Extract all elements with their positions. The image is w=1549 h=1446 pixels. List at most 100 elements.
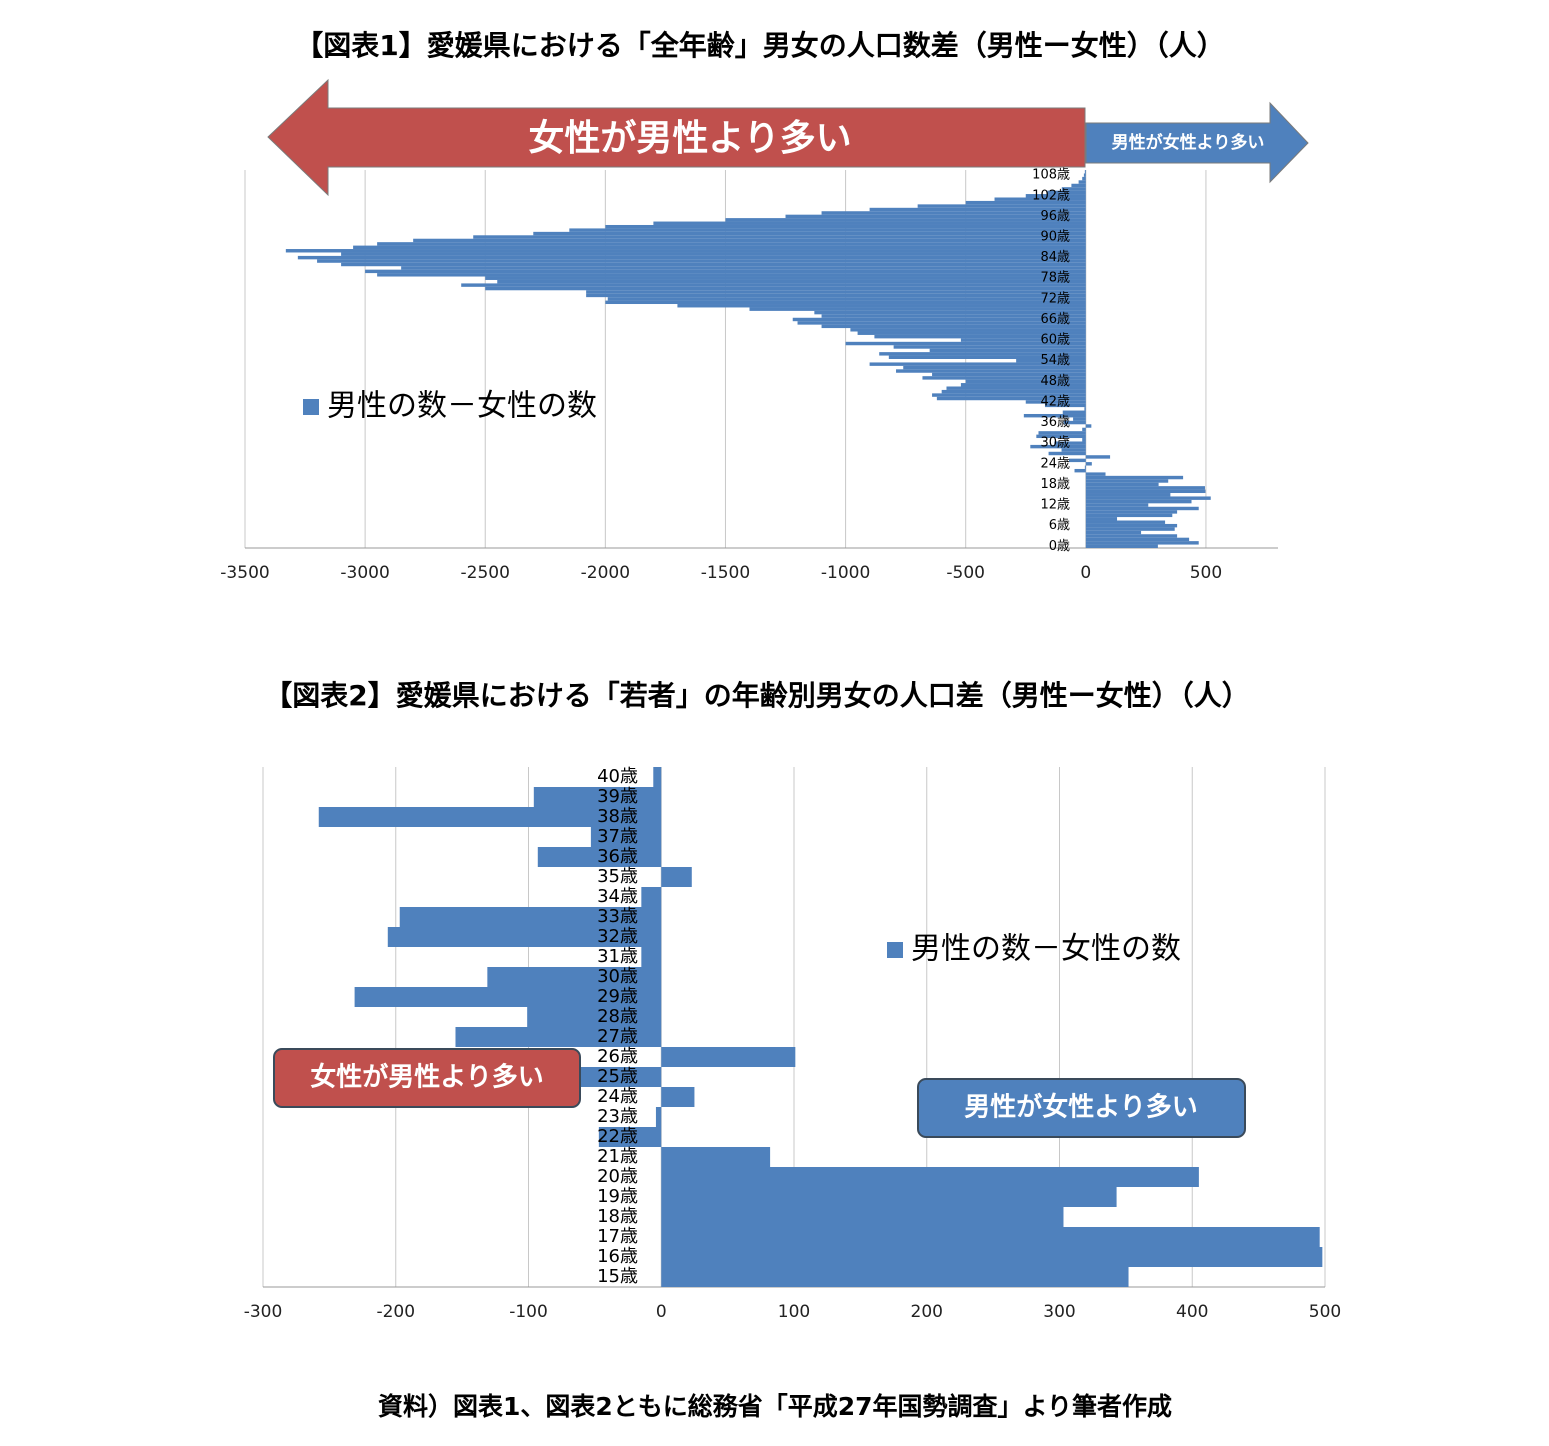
bar — [318, 807, 662, 827]
y-tick-label: 48歳 — [1040, 374, 1070, 389]
chart: 【図表1】愛媛県における「全年齢」男女の人口数差（男性ー女性）（人） -3500 -… — [220, 29, 1309, 583]
bar — [936, 396, 1086, 401]
y-tick-label: 28歳 — [597, 1006, 638, 1027]
bar — [929, 348, 1086, 353]
y-tick-label: 34歳 — [597, 886, 638, 907]
y-tick-label: 96歳 — [1040, 209, 1070, 224]
x-tick-label: 500 — [1309, 1302, 1341, 1322]
legend-swatch — [303, 399, 319, 415]
y-tick-label: 37歳 — [597, 826, 638, 847]
bar — [1078, 180, 1086, 184]
y-tick-label: 29歳 — [597, 986, 638, 1007]
y-tick-label: 16歳 — [597, 1246, 638, 1267]
bar — [461, 283, 1086, 287]
bar — [1084, 407, 1086, 411]
bar — [1085, 499, 1192, 504]
bar — [917, 204, 1086, 208]
bar — [1071, 183, 1086, 188]
x-tick-label: -3000 — [340, 563, 389, 583]
bar — [1085, 510, 1178, 514]
bar — [1063, 420, 1086, 425]
y-tick-label: 20歳 — [597, 1166, 638, 1187]
bar — [1044, 403, 1086, 408]
bar — [568, 1067, 662, 1087]
bar — [821, 314, 1086, 318]
bar — [1085, 544, 1158, 548]
y-tick-label: 54歳 — [1040, 353, 1070, 368]
x-tick-label: -2500 — [461, 563, 510, 583]
bar — [653, 767, 662, 787]
x-tick-label: -1000 — [821, 563, 870, 583]
bar — [749, 307, 1086, 311]
y-tick-label: 12歳 — [1040, 498, 1070, 513]
bar — [653, 221, 1086, 225]
y-tick-label: 90歳 — [1040, 230, 1070, 245]
bar — [641, 947, 662, 967]
bar — [1082, 438, 1086, 442]
bar — [1085, 523, 1178, 528]
bar — [1085, 534, 1178, 538]
bar — [960, 383, 1086, 387]
y-tick-label: 31歳 — [597, 946, 638, 967]
bar — [1085, 455, 1111, 459]
bar — [1084, 465, 1086, 469]
bar — [845, 341, 1086, 346]
annotation-arrow — [267, 78, 1086, 197]
bar — [655, 1107, 662, 1127]
bar — [1036, 434, 1086, 439]
bar — [487, 967, 662, 987]
bar — [661, 1167, 1199, 1187]
bar — [677, 304, 1086, 308]
bar — [1085, 513, 1173, 518]
annotation-box — [273, 1048, 581, 1108]
chart-title: 【図表2】愛媛県における「若者」の年齢別男女の人口差（男性ー女性）（人） — [264, 679, 1250, 712]
bar — [607, 297, 1086, 301]
bar — [377, 242, 1086, 246]
bar — [903, 365, 1086, 370]
bar — [354, 987, 662, 1007]
bar — [590, 827, 662, 847]
y-tick-label: 30歳 — [1040, 436, 1070, 451]
bar — [1084, 170, 1086, 174]
y-tick-label: 27歳 — [597, 1026, 638, 1047]
bar — [1085, 489, 1206, 494]
y-tick-label: 102歳 — [1032, 188, 1070, 203]
bar — [725, 218, 1086, 222]
bar — [821, 324, 1086, 329]
bar — [1054, 441, 1086, 445]
bar — [455, 1027, 662, 1047]
bar — [888, 355, 1086, 359]
bar — [1085, 486, 1205, 490]
bar — [1085, 496, 1211, 500]
y-tick-label: 23歳 — [597, 1106, 638, 1127]
y-tick-label: 84歳 — [1040, 250, 1070, 265]
bar — [317, 259, 1086, 263]
bar — [792, 317, 1086, 322]
y-tick-label: 26歳 — [597, 1046, 638, 1067]
y-tick-label: 36歳 — [1040, 415, 1070, 430]
bar — [814, 310, 1086, 315]
y-tick-label: 38歳 — [597, 806, 638, 827]
y-tick-label: 19歳 — [597, 1186, 638, 1207]
bar — [1023, 413, 1086, 418]
bar — [893, 345, 1086, 349]
x-tick-label: 200 — [911, 1302, 943, 1322]
x-tick-label: -2000 — [581, 563, 630, 583]
bar — [641, 887, 662, 907]
bar — [1068, 458, 1086, 463]
bar — [473, 235, 1086, 239]
annotation-text: 男性が女性より多い — [1112, 132, 1265, 153]
y-tick-label: 40歳 — [597, 766, 638, 787]
bar — [387, 927, 662, 947]
y-tick-label: 108歳 — [1032, 168, 1070, 183]
bar — [598, 1127, 662, 1147]
y-tick-label: 35歳 — [597, 866, 638, 887]
y-tick-label: 15歳 — [597, 1266, 638, 1287]
y-tick-label: 18歳 — [597, 1206, 638, 1227]
legend-label: 男性の数－女性の数 — [327, 389, 597, 424]
bar — [1016, 359, 1086, 363]
bar — [1085, 530, 1142, 535]
chart: 【図表2】愛媛県における「若者」の年齢別男女の人口差（男性ー女性）（人） -300… — [244, 679, 1342, 1322]
bar — [797, 321, 1086, 325]
